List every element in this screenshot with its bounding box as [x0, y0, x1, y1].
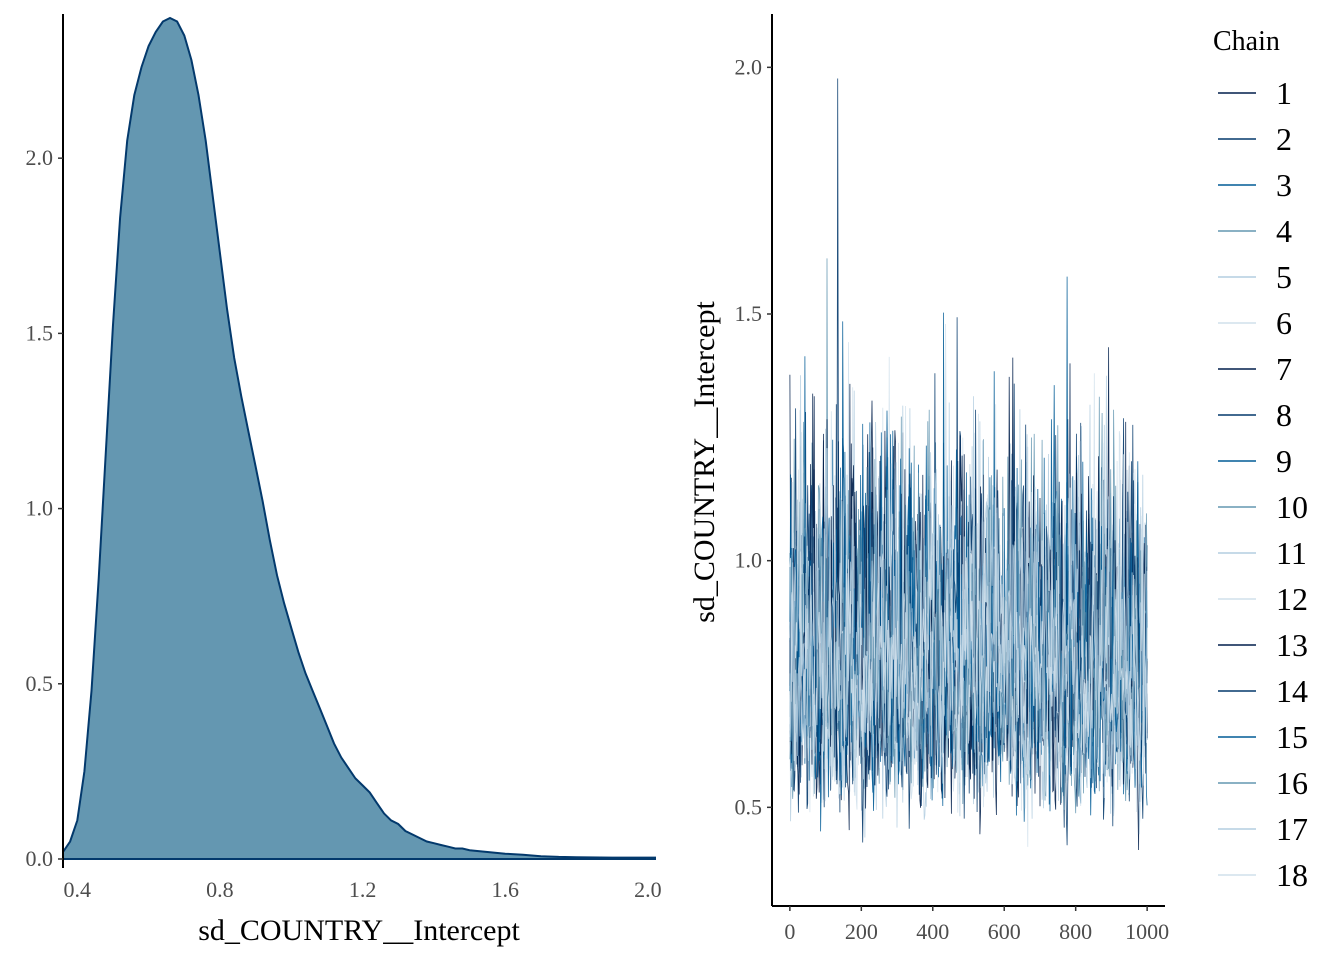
density-y-tick-label: 1.5	[26, 320, 54, 345]
legend-label-chain-15: 15	[1276, 719, 1308, 755]
trace-line-chain-18	[789, 373, 1148, 813]
legend-title: Chain	[1213, 26, 1280, 57]
legend-label-chain-10: 10	[1276, 489, 1308, 525]
legend-label-chain-3: 3	[1276, 167, 1292, 203]
trace-x-tick-label: 800	[1059, 919, 1092, 944]
legend-label-chain-9: 9	[1276, 443, 1292, 479]
trace-y-tick-label: 0.5	[735, 794, 763, 819]
legend-label-chain-1: 1	[1276, 75, 1292, 111]
legend-label-chain-7: 7	[1276, 351, 1292, 387]
legend-label-chain-13: 13	[1276, 627, 1308, 663]
legend-label-chain-6: 6	[1276, 305, 1292, 341]
density-y-tick-label: 0.0	[26, 846, 54, 871]
trace-y-tick-label: 1.5	[735, 301, 763, 326]
density-x-tick-label: 1.6	[491, 877, 519, 902]
trace-y-axis-title: sd_COUNTRY__Intercept	[688, 301, 721, 623]
density-y-ticks: 0.0 0.5 1.0 1.5 2.0	[26, 145, 63, 871]
legend-label-chain-12: 12	[1276, 581, 1308, 617]
trace-x-tick-label: 200	[845, 919, 878, 944]
legend-label-chain-4: 4	[1276, 213, 1292, 249]
trace-lines	[789, 78, 1148, 851]
density-y-tick-label: 2.0	[26, 145, 54, 170]
trace-panel: 0.5 1.0 1.5 2.0 0 200 400 600 800 1000 sd_COUNTR…	[688, 14, 1169, 944]
density-y-tick-label: 1.0	[26, 496, 54, 521]
legend-label-chain-2: 2	[1276, 121, 1292, 157]
trace-y-tick-label: 2.0	[735, 54, 763, 79]
density-panel: 0.0 0.5 1.0 1.5 2.0 0.4 0.8 1.2 1.6 2.0 sd_COUNT…	[26, 14, 662, 947]
density-x-tick-label: 0.4	[64, 877, 92, 902]
trace-x-tick-label: 600	[988, 919, 1021, 944]
density-y-tick-label: 0.5	[26, 671, 54, 696]
density-x-ticks: 0.4 0.8 1.2 1.6 2.0	[64, 877, 662, 902]
trace-x-ticks: 0 200 400 600 800 1000	[784, 906, 1169, 944]
trace-x-tick-label: 1000	[1125, 919, 1169, 944]
legend-label-chain-8: 8	[1276, 397, 1292, 433]
density-x-tick-label: 1.2	[349, 877, 377, 902]
trace-y-ticks: 0.5 1.0 1.5 2.0	[735, 54, 772, 819]
legend-label-chain-5: 5	[1276, 259, 1292, 295]
density-x-tick-label: 0.8	[206, 877, 234, 902]
trace-x-tick-label: 0	[784, 919, 795, 944]
trace-x-tick-label: 400	[916, 919, 949, 944]
legend-label-chain-14: 14	[1276, 673, 1308, 709]
legend-label-chain-11: 11	[1276, 535, 1307, 571]
legend-label-chain-17: 17	[1276, 811, 1308, 847]
density-area	[62, 16, 656, 860]
legend-label-chain-16: 16	[1276, 765, 1308, 801]
density-x-tick-label: 2.0	[634, 877, 662, 902]
trace-y-tick-label: 1.0	[735, 548, 763, 573]
density-x-axis-title: sd_COUNTRY__Intercept	[198, 914, 520, 947]
legend-label-chain-18: 18	[1276, 857, 1308, 893]
